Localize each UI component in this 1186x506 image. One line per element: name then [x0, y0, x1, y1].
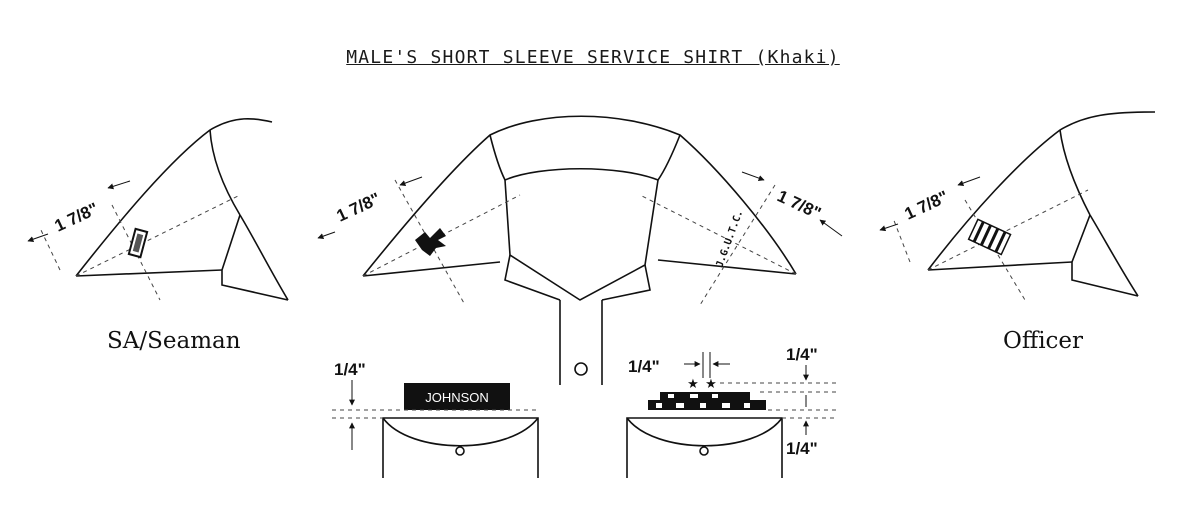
officer-collar-drawing: [879, 111, 1156, 301]
officer-rank-insignia: [967, 218, 1012, 256]
star-device-2: ★: [705, 377, 717, 392]
star-device-1: ★: [687, 377, 699, 392]
shirt-front-drawing: [317, 115, 843, 385]
nameplate: [404, 383, 510, 410]
seaman-eagle-insignia: [415, 228, 446, 256]
ribbon-top-spacing-label: 1/4": [786, 345, 818, 364]
star-spacing-label: 1/4": [628, 357, 660, 376]
officer-caption: Officer: [1003, 328, 1084, 354]
center-left-measure-label: 1 7/8": [334, 189, 384, 226]
seaman-caption: SA/Seaman: [107, 328, 241, 354]
ribbon-bottom-spacing-label: 1/4": [786, 439, 818, 458]
collar-device-text: J.G.U.T.C.: [714, 209, 745, 269]
left-pocket-spacing-label: 1/4": [334, 360, 366, 379]
center-right-measure-label: 1 7/8": [774, 186, 824, 223]
nameplate-text: JOHNSON: [425, 390, 489, 405]
seaman-measure-label: 1 7/8": [52, 199, 102, 236]
ribbon-bars: [648, 392, 766, 410]
right-pocket-detail: ★ ★: [626, 352, 836, 478]
page-title: MALE'S SHORT SLEEVE SERVICE SHIRT (Khaki…: [346, 47, 840, 68]
left-pocket-detail: [332, 380, 539, 478]
seaman-collar-drawing: [27, 117, 289, 301]
officer-measure-label: 1 7/8": [902, 187, 952, 224]
shirt-button: [574, 362, 588, 376]
